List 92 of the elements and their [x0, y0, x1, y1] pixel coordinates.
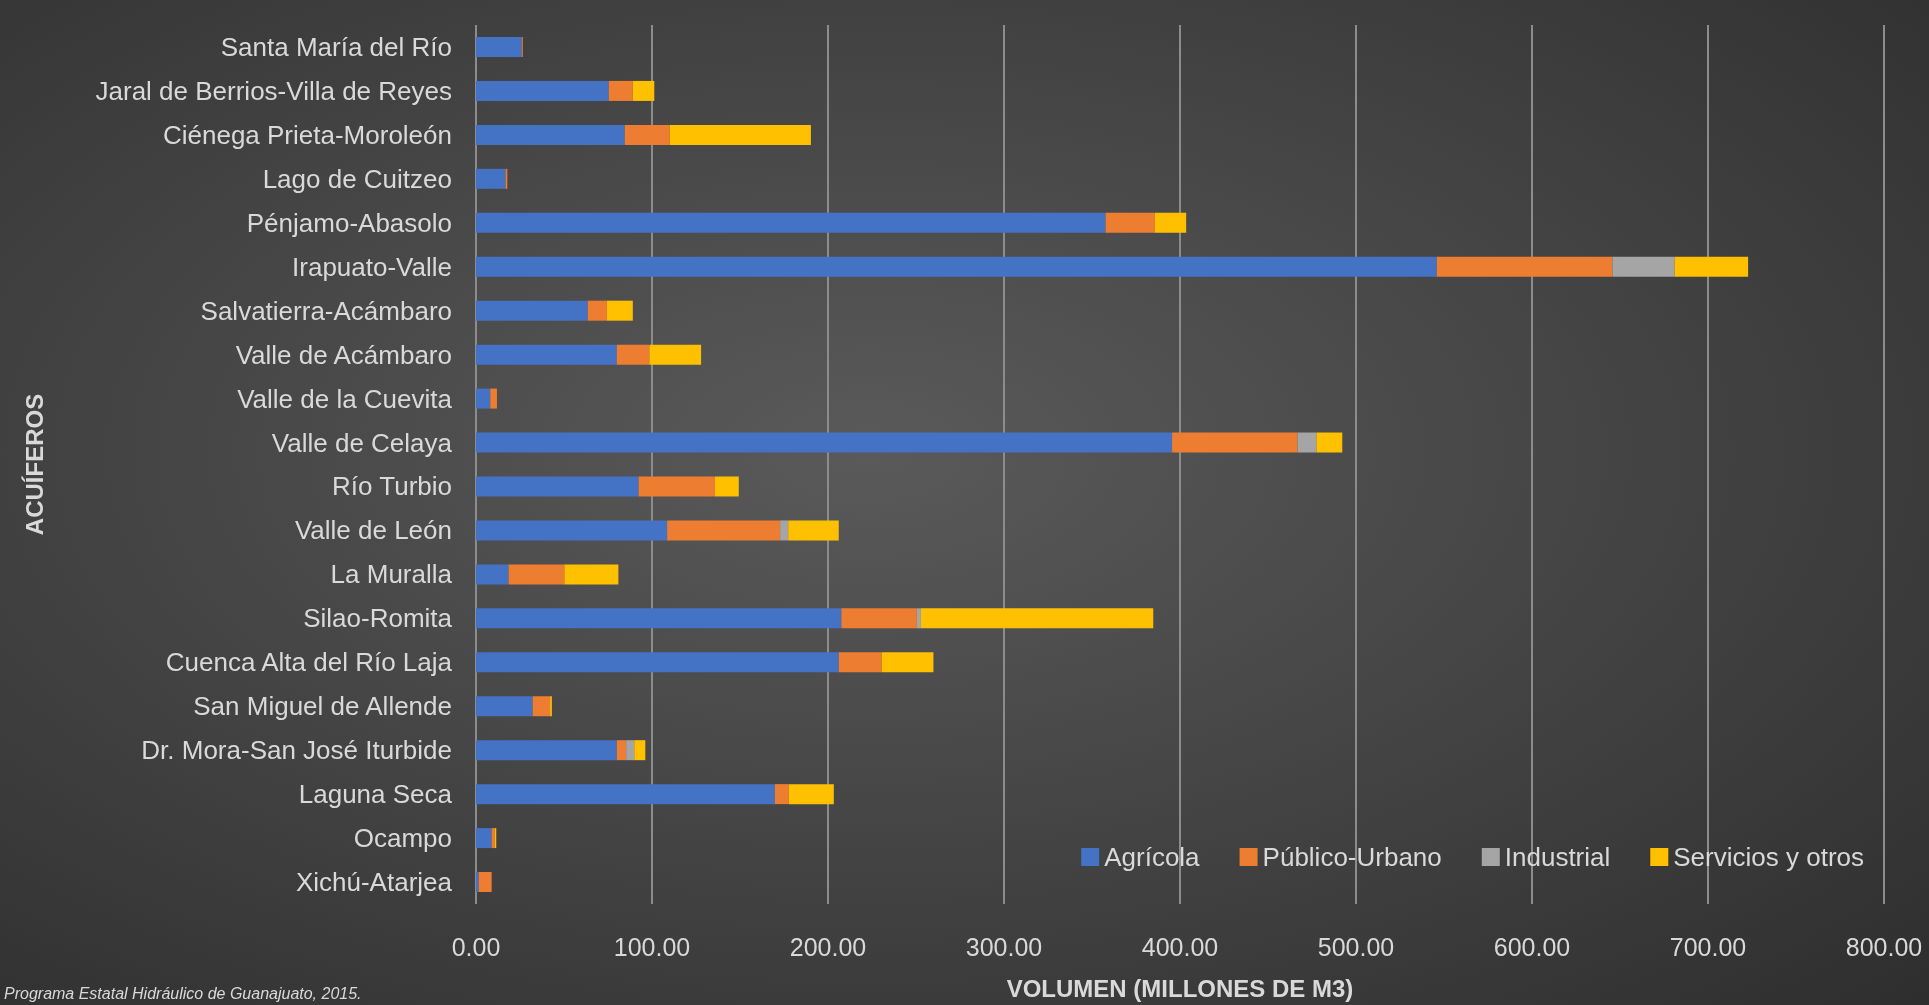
bar	[476, 784, 775, 805]
y-tick-label: Irapuato-Valle	[292, 251, 452, 282]
bar	[476, 872, 479, 893]
y-tick-label: Salvatierra-Acámbaro	[200, 295, 452, 326]
bar	[606, 300, 633, 321]
bar	[587, 300, 607, 321]
bar	[616, 740, 627, 761]
y-tick-label: Santa María del Río	[220, 31, 452, 62]
y-tick-label: Dr. Mora-San José Iturbide	[141, 735, 452, 766]
x-tick-label: 200.00	[789, 932, 867, 961]
x-tick-label: 0.00	[451, 932, 501, 961]
y-tick-label: Laguna Seca	[298, 779, 453, 810]
bar	[626, 740, 635, 761]
y-tick-label: Xichú-Atarjea	[295, 867, 453, 898]
legend-label: Público-Urbano	[1262, 842, 1442, 872]
bar	[715, 476, 739, 497]
y-tick-label: Silao-Romita	[303, 603, 453, 634]
bar	[476, 212, 1106, 233]
y-tick-label: Ciénega Prieta-Moroleón	[162, 119, 452, 150]
bar	[476, 300, 588, 321]
bar	[1105, 212, 1155, 233]
legend-label: Industrial	[1504, 842, 1611, 872]
bar	[669, 124, 811, 145]
x-tick-label: 800.00	[1845, 932, 1923, 961]
bar	[916, 608, 921, 629]
bar	[508, 564, 565, 585]
x-tick-label: 100.00	[613, 932, 691, 961]
legend-label: Agrícola	[1104, 842, 1201, 872]
y-tick-label: Cuenca Alta del Río Laja	[165, 647, 453, 678]
bar	[476, 256, 1437, 277]
bar	[634, 740, 646, 761]
y-tick-label: Valle de la Cuevita	[237, 383, 453, 414]
bar	[608, 80, 633, 101]
bar	[1154, 212, 1187, 233]
bar	[632, 80, 655, 101]
bar	[649, 344, 702, 365]
y-tick-label: Río Turbio	[332, 471, 452, 502]
x-tick-label: 300.00	[965, 932, 1043, 961]
bar	[1316, 432, 1343, 453]
y-tick-label: Valle de Celaya	[271, 427, 453, 458]
bar	[788, 520, 839, 541]
bar	[838, 652, 882, 673]
x-axis-title: VOLUMEN (MILLONES DE M3)	[1006, 974, 1354, 1002]
bar	[564, 564, 619, 585]
bar	[476, 608, 842, 629]
bar	[1436, 256, 1613, 277]
x-tick-label: 500.00	[1317, 932, 1395, 961]
legend-label: Servicios y otros	[1673, 842, 1865, 872]
bar	[476, 388, 491, 409]
bar	[476, 696, 533, 717]
x-tick-label: 700.00	[1669, 932, 1747, 961]
x-tick-label: 400.00	[1141, 932, 1219, 961]
bar	[624, 124, 670, 145]
bar	[476, 520, 668, 541]
bar	[616, 344, 650, 365]
bar	[532, 696, 551, 717]
y-tick-label: Valle de Acámbaro	[235, 339, 452, 370]
bar	[478, 872, 492, 893]
text: Programa Estatal Hidráulico de Guanajuato, 2015.	[4, 985, 362, 1003]
bar	[1674, 256, 1749, 277]
bar	[490, 388, 497, 409]
bar	[476, 828, 492, 849]
y-tick-label: Lago de Cuitzeo	[262, 163, 452, 194]
bar	[476, 432, 1173, 453]
bar	[476, 36, 522, 57]
y-tick-label: Ocampo	[353, 823, 452, 854]
bar	[841, 608, 917, 629]
y-axis-title: ACUÍFEROS	[20, 393, 48, 536]
bar	[1297, 432, 1317, 453]
y-tick-label: La Muralla	[330, 559, 453, 590]
bar	[476, 124, 625, 145]
bar	[667, 520, 781, 541]
bar	[476, 652, 839, 673]
x-tick-label: 600.00	[1493, 932, 1571, 961]
y-tick-label: Pénjamo-Abasolo	[246, 207, 452, 238]
bar	[476, 476, 639, 497]
bar	[476, 564, 509, 585]
bar	[1612, 256, 1675, 277]
bar	[476, 740, 617, 761]
bar	[1172, 432, 1298, 453]
y-tick-label: San Miguel de Allende	[193, 691, 452, 722]
bar	[476, 80, 609, 101]
bar	[780, 520, 789, 541]
bar	[881, 652, 934, 673]
bar	[788, 784, 834, 805]
y-tick-label: Jaral de Berrios-Villa de Reyes	[95, 75, 452, 106]
y-tick-label: Valle de León	[294, 515, 452, 546]
bar	[476, 168, 506, 189]
bar	[638, 476, 716, 497]
bar	[920, 608, 1154, 629]
bar	[476, 344, 617, 365]
bar	[774, 784, 789, 805]
